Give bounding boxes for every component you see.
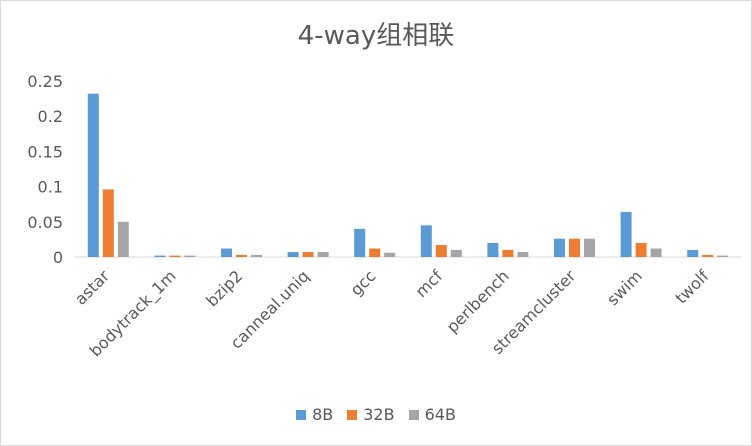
x-tick-label: mcf (411, 266, 446, 301)
bar-32B-twolf (702, 254, 714, 257)
y-tick-label: 0.25 (27, 72, 63, 91)
y-tick-label: 0 (53, 248, 63, 267)
chart-legend: 8B 32B 64B (1, 405, 751, 424)
bar-64B-bzip2 (251, 254, 262, 257)
bar-8B-gcc (354, 228, 366, 257)
bar-8B-bzip2 (221, 248, 232, 257)
legend-label: 64B (424, 405, 456, 424)
x-tick-label: gcc (346, 266, 379, 299)
bar-64B-perlbench (517, 252, 529, 257)
bar-64B-bodytrack_1m (184, 255, 196, 257)
bar-64B-astar (117, 221, 129, 257)
chart-title: 4-way组相联 (297, 21, 455, 51)
legend-swatch (296, 409, 307, 420)
y-tick-label: 0.1 (38, 178, 63, 197)
legend-item-8B: 8B (296, 405, 333, 424)
bar-64B-swim (650, 248, 662, 257)
y-tick-label: 0.15 (27, 142, 63, 161)
bar-8B-perlbench (487, 242, 499, 257)
bar-32B-gcc (369, 248, 381, 257)
bar-32B-mcf (435, 245, 447, 257)
x-tick-label: astar (71, 266, 114, 309)
bar-8B-astar (87, 93, 99, 257)
x-tick-label: perlbench (443, 266, 513, 336)
legend-item-32B: 32B (347, 405, 395, 424)
legend-swatch (347, 409, 358, 420)
bar-8B-bodytrack_1m (154, 255, 166, 257)
legend-item-64B: 64B (408, 405, 456, 424)
bar-8B-streamcluster (554, 238, 565, 257)
bar-32B-astar (102, 189, 114, 257)
bar-64B-twolf (717, 255, 729, 257)
legend-label: 8B (312, 405, 334, 424)
bar-64B-mcf (450, 249, 462, 257)
bar-32B-streamcluster (569, 238, 580, 257)
x-tick-label: swim (603, 266, 646, 309)
bar-32B-bzip2 (236, 254, 247, 257)
bar-64B-canneal.uniq (317, 252, 329, 257)
bar-32B-bodytrack_1m (169, 255, 181, 257)
x-tick-label: twolf (671, 266, 712, 307)
bar-8B-swim (620, 211, 632, 257)
y-tick-label: 0.2 (38, 107, 63, 126)
legend-label: 32B (363, 405, 395, 424)
bar-32B-swim (635, 242, 647, 257)
y-tick-label: 0.05 (27, 213, 63, 232)
bar-8B-canneal.uniq (287, 252, 299, 257)
bar-32B-canneal.uniq (302, 252, 314, 257)
bar-32B-perlbench (502, 249, 514, 257)
bar-64B-gcc (384, 252, 396, 257)
bar-64B-streamcluster (584, 238, 595, 257)
bar-8B-mcf (420, 225, 432, 257)
bar-8B-twolf (687, 249, 699, 257)
legend-swatch (408, 409, 419, 420)
x-tick-label: bzip2 (202, 266, 246, 310)
